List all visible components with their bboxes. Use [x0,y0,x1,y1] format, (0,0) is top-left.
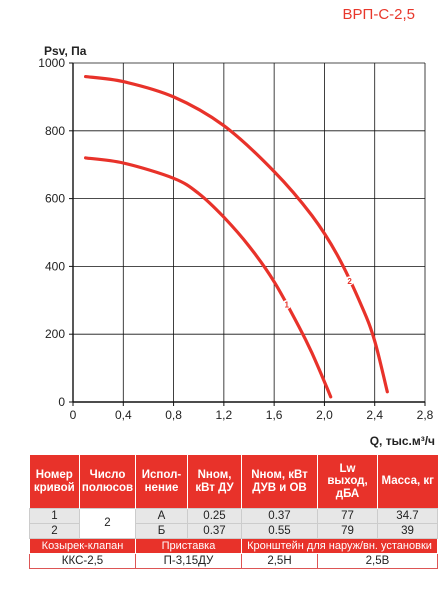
accessory-value-row: ККС-2,5 П-3,15ДУ 2,5Н 2,5В [29,553,438,569]
x-axis-label: Q, тыс.м³/ч [370,434,435,448]
accessory-label-visor-valve: Козырек-клапан [29,538,136,554]
x-tick-label: 1,6 [266,408,283,422]
chart-ticks: 0 0,4 0,8 1,2 1,6 2,0 2,4 2,8 0 200 400 600 800 1000 [38,56,433,422]
y-tick-label: 1000 [38,56,65,70]
accessory-label-row: Козырек-клапан Приставка Кронштейн для н… [29,538,438,554]
cell-noise: 77 [317,508,378,524]
cell-mass: 39 [377,523,438,539]
y-tick-label: 0 [58,395,65,409]
header-power-du: Nном, кВт ДУ [187,455,242,509]
x-tick-label: 0,8 [165,408,182,422]
table-row: 2 Б 0.37 0.55 79 39 [29,523,438,539]
curve-2-label: 2 [347,277,352,286]
y-tick-label: 400 [45,259,65,273]
curve-2-label-bg [345,276,355,286]
curve-1-line [84,156,333,399]
cell-mass: 34.7 [377,508,438,524]
x-tick-label: 2,0 [316,408,333,422]
x-tick-label: 0 [70,408,77,422]
cell-poles: 2 [79,508,136,539]
header-noise: Lw выход, дБА [317,455,378,509]
accessory-value-visor-valve: ККС-2,5 [29,553,136,569]
header-mass: Масса, кг [377,455,438,509]
table-row: 1 2 А 0.25 0.37 77 34.7 [29,508,438,539]
spec-table: Номер кривой Число полюсов Испол-нение N… [29,455,438,569]
chart-series: 12 [84,75,389,399]
curve-2-line [84,75,389,394]
header-curve-number: Номер кривой [29,455,80,509]
curve-1-label: 1 [284,301,289,310]
cell-curve-number: 2 [29,523,80,539]
accessory-label-bracket: Кронштейн для наруж/вн. установки [241,538,438,554]
y-tick-label: 600 [45,192,65,206]
accessory-label-adapter: Приставка [135,538,242,554]
y-axis-label: Psv, Па [44,44,87,58]
cell-power-duv: 0.55 [241,523,318,539]
chart-grid [72,62,426,403]
cell-version: Б [135,523,188,539]
x-tick-label: 2,8 [417,408,434,422]
header-poles: Число полюсов [79,455,136,509]
accessory-value-bracket-indoor: 2,5В [317,553,438,569]
y-tick-label: 200 [45,327,65,341]
cell-version: А [135,508,188,524]
cell-power-duv: 0.37 [241,508,318,524]
header-power-duv: Nном, кВт ДУВ и ОВ [241,455,318,509]
cell-noise: 79 [317,523,378,539]
cell-power-du: 0.25 [187,508,242,524]
x-tick-label: 2,4 [366,408,383,422]
y-tick-label: 800 [45,124,65,138]
model-title: ВРП-С-2,5 [342,6,415,23]
header-version: Испол-нение [135,455,188,509]
cell-power-du: 0.37 [187,523,242,539]
accessory-value-bracket-outdoor: 2,5Н [241,553,318,569]
x-tick-label: 0,4 [115,408,132,422]
curve-1-label-bg [282,300,292,310]
cell-curve-number: 1 [29,508,80,524]
fan-performance-chart: Psv, Па 0 0,4 0,8 1,2 1,6 2,0 2,4 2,8 0 200 400 600… [38,44,435,448]
accessory-value-adapter: П-3,15ДУ [135,553,242,569]
table-header-row: Номер кривой Число полюсов Испол-нение N… [29,455,438,509]
x-tick-label: 1,2 [216,408,233,422]
